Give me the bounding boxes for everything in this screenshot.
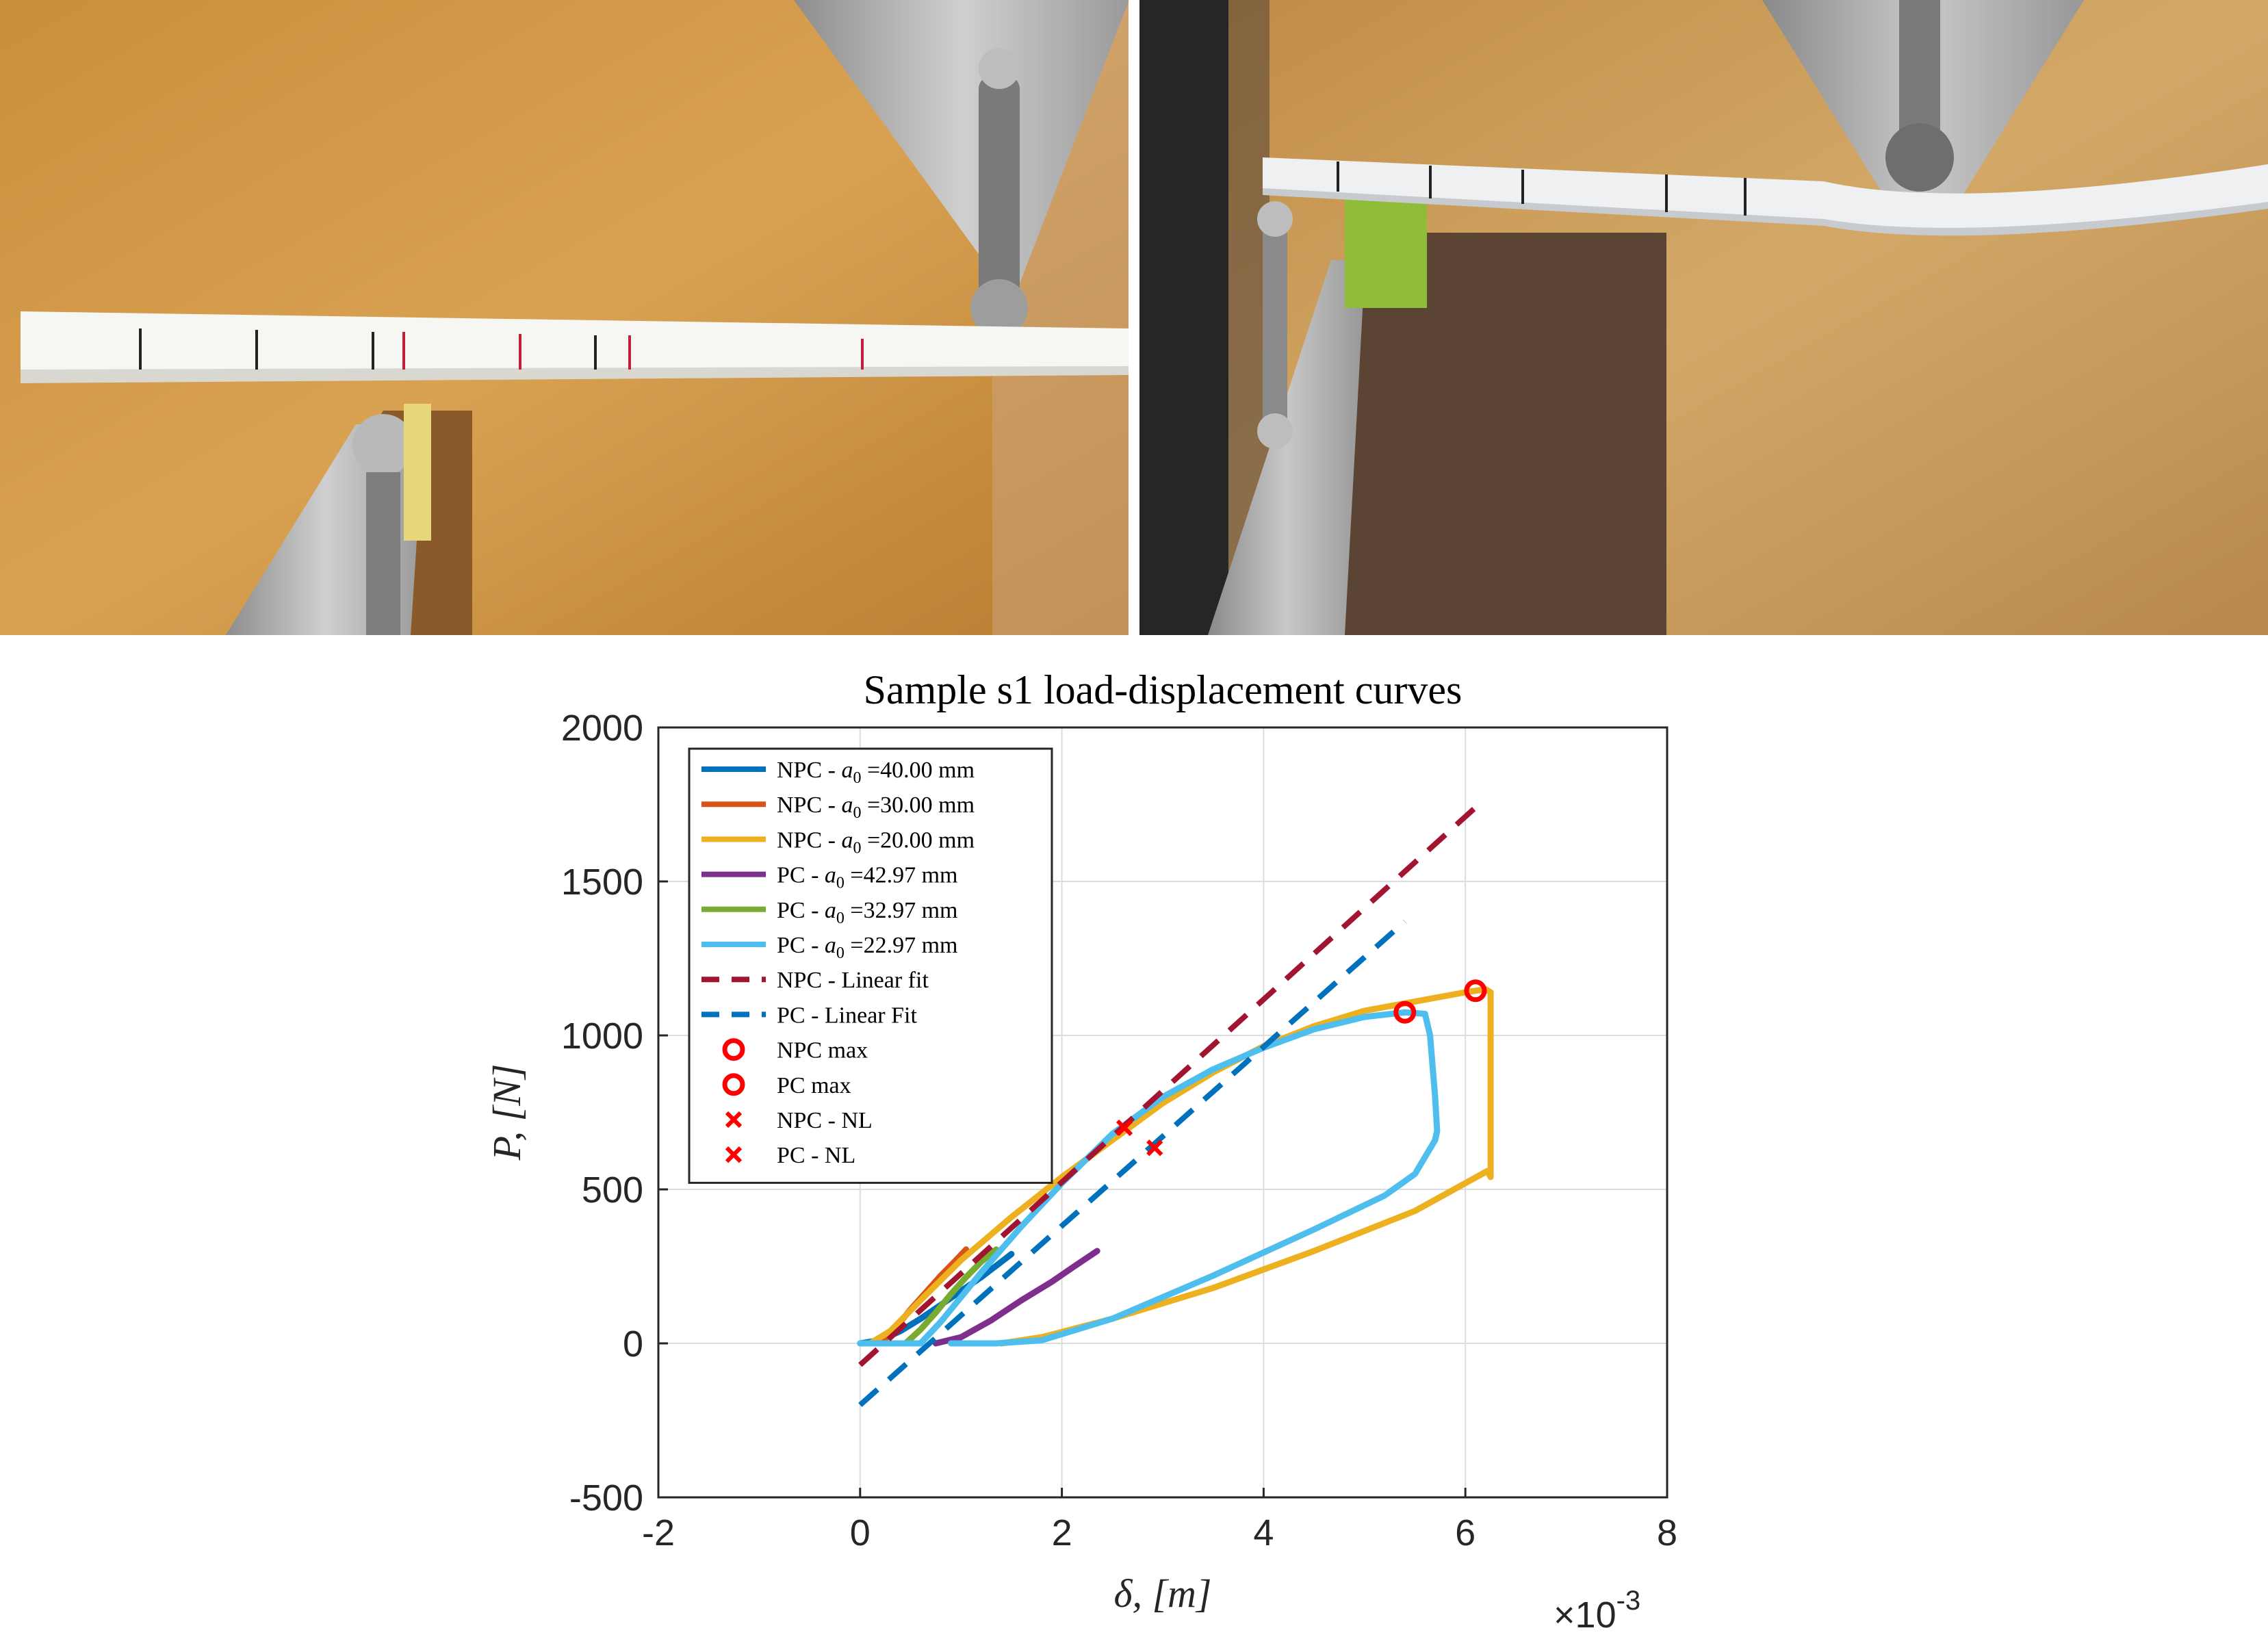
legend-label-marker-0: NPC max — [777, 1038, 868, 1063]
legend-label-marker-1: PC max — [777, 1073, 851, 1098]
legend-label-1: NPC - a0 =30.00 mm — [777, 792, 975, 822]
legend-label-6: NPC - Linear fit — [777, 968, 929, 993]
series-line-7 — [858, 919, 1407, 1407]
legend-label-0: NPC - a0 =40.00 mm — [777, 758, 975, 787]
y-tick-label: 2000 — [561, 708, 643, 749]
y-tick-label: -500 — [569, 1477, 643, 1519]
photo-right-deformed-specimen — [1139, 0, 2268, 635]
marker-2 — [1116, 1119, 1133, 1137]
legend-label-2: NPC - a0 =20.00 mm — [777, 827, 975, 857]
x-tick-label: -2 — [642, 1512, 675, 1553]
photo-left-three-point-bending-specimen — [0, 0, 1129, 635]
marker-1 — [1393, 1001, 1417, 1024]
load-displacement-chart: -2 0 2 4 6 8 -500 0 500 1000 1500 2000 Sample s1 lo… — [0, 635, 2268, 1639]
x-tick-label: 2 — [1052, 1512, 1072, 1553]
tick-labels: -2 0 2 4 6 8 -500 0 500 1000 1500 2000 — [561, 708, 1677, 1553]
series-line-3 — [932, 1248, 1100, 1347]
legend-marker-1 — [722, 1073, 745, 1096]
x-tick-label: 6 — [1455, 1512, 1476, 1553]
y-tick-label: 1500 — [561, 862, 643, 903]
legend-label-7: PC - Linear Fit — [777, 1003, 917, 1028]
x-exponent-base: ×10 — [1554, 1595, 1616, 1636]
marker-3 — [1146, 1139, 1163, 1157]
y-tick-label: 1000 — [561, 1016, 643, 1057]
legend-label-marker-2: NPC - NL — [777, 1108, 873, 1133]
series-line-4 — [902, 1246, 1000, 1347]
x-tick-label: 4 — [1253, 1512, 1274, 1553]
y-tick-label: 0 — [623, 1324, 643, 1365]
series-line-6 — [858, 805, 1478, 1367]
chart-title: Sample s1 load-displacement curves — [864, 667, 1462, 712]
axes-box — [657, 726, 1668, 1499]
legend-marker-2 — [725, 1111, 743, 1128]
x-exponent-power: -3 — [1616, 1586, 1641, 1616]
y-axis-label: P, [N] — [485, 1064, 529, 1161]
legend-label-4: PC - a0 =32.97 mm — [777, 898, 958, 927]
series-lines — [857, 805, 1494, 1407]
legend-box — [688, 747, 1053, 1184]
series-line-2 — [857, 986, 1494, 1347]
legend-label-marker-3: PC - NL — [777, 1143, 855, 1168]
x-exponent-label: ×10-3 — [1554, 1586, 1640, 1636]
x-axis-label: δ, [m] — [1114, 1571, 1212, 1616]
legend: NPC - a0 =40.00 mm NPC - a0 =30.00 mm NPC … — [688, 747, 1053, 1184]
y-tick-label: 500 — [582, 1170, 643, 1211]
legend-marker-0 — [722, 1038, 745, 1061]
markers — [1116, 979, 1487, 1157]
legend-label-3: PC - a0 =42.97 mm — [777, 863, 958, 892]
legend-marker-3 — [725, 1146, 743, 1163]
legend-label-5: PC - a0 =22.97 mm — [777, 933, 958, 962]
x-tick-label: 0 — [850, 1512, 871, 1553]
x-tick-label: 8 — [1657, 1512, 1677, 1553]
marker-0 — [1464, 979, 1487, 1003]
